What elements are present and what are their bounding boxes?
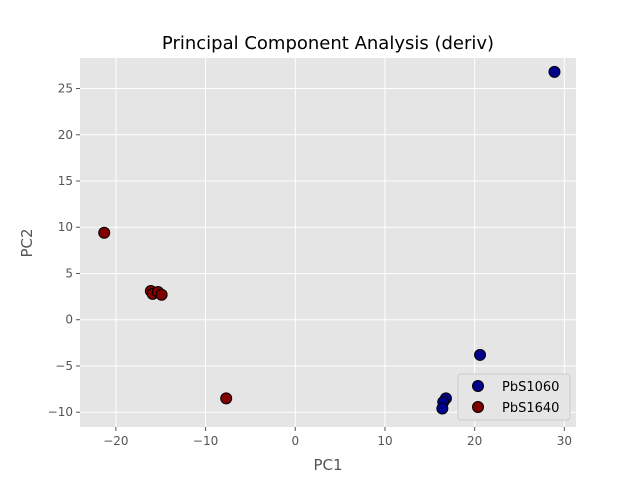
x-tick-label: 20: [467, 434, 482, 448]
x-tick-label: −20: [103, 434, 128, 448]
y-axis-label: PC2: [18, 228, 36, 257]
data-point-pbs1640: [98, 226, 111, 239]
x-tick-label: 0: [291, 434, 299, 448]
x-tick-label: 30: [557, 434, 572, 448]
legend-label-pbs1640: PbS1640: [502, 401, 559, 416]
data-point-pbs1640: [220, 392, 233, 405]
x-tick-label: 10: [377, 434, 392, 448]
y-tick-label: 20: [58, 128, 73, 142]
data-point-pbs1640: [155, 288, 168, 301]
y-tick-label: 0: [65, 313, 73, 327]
data-point-pbs1060: [548, 65, 561, 78]
data-point-pbs1060: [474, 348, 487, 361]
y-tick-label: 15: [58, 174, 73, 188]
legend-label-pbs1060: PbS1060: [502, 380, 559, 395]
axis-ticks: −20 −10 0 10 20 30 −10 −5 0 5 10 15 20 25: [48, 82, 572, 448]
x-tick-label: −10: [193, 434, 218, 448]
y-tick-label: −10: [48, 405, 73, 419]
y-tick-label: 10: [58, 220, 73, 234]
x-axis-label: PC1: [313, 456, 342, 474]
legend-marker-pbs1640: [472, 401, 484, 413]
legend: PbS1060 PbS1640: [457, 373, 571, 421]
y-tick-label: 25: [58, 82, 73, 96]
y-tick-label: −5: [55, 359, 73, 373]
legend-marker-pbs1060: [472, 380, 484, 392]
grid-lines: [80, 58, 576, 427]
data-point-pbs1060: [436, 402, 449, 415]
y-tick-label: 5: [65, 266, 73, 280]
data-points: [98, 65, 561, 415]
plot-area: [80, 58, 576, 427]
chart-title: Principal Component Analysis (deriv): [162, 33, 494, 54]
legend-box: [457, 373, 571, 421]
